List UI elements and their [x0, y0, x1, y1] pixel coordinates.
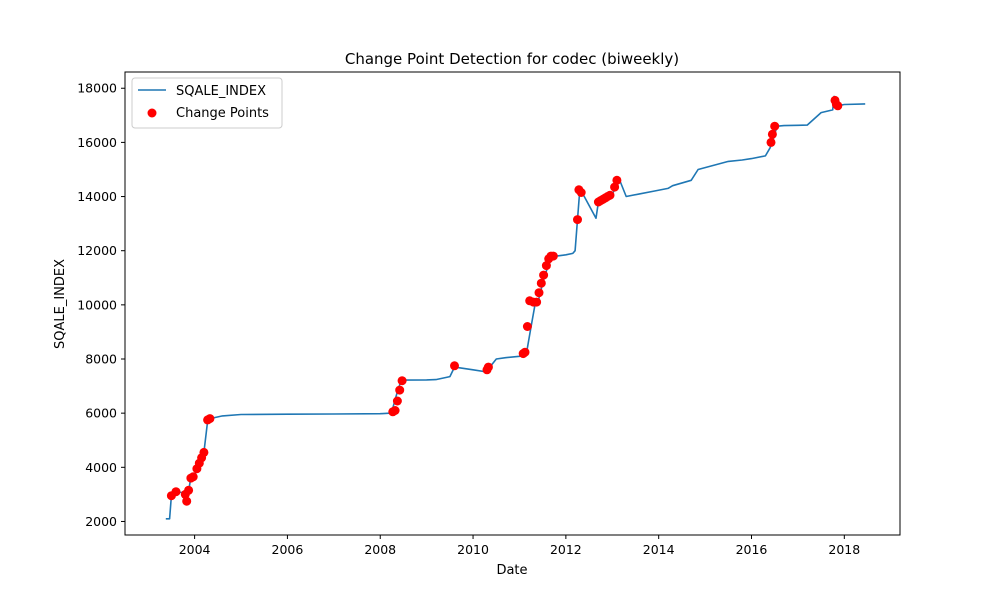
change-point [576, 188, 586, 197]
y-tick-label: 16000 [77, 135, 117, 150]
change-point [766, 137, 776, 147]
change-point [541, 261, 551, 271]
legend: SQALE_INDEX Change Points [131, 77, 283, 129]
legend-point-swatch [147, 108, 157, 118]
change-points-layer [166, 95, 843, 506]
y-tick-label: 6000 [85, 406, 117, 421]
change-point [532, 297, 542, 307]
x-tick-label: 2012 [550, 542, 582, 557]
change-point [534, 288, 544, 298]
x-tick-label: 2014 [643, 542, 675, 557]
x-tick-label: 2010 [457, 542, 489, 557]
change-point [483, 362, 493, 372]
x-tick-label: 2018 [828, 542, 860, 557]
change-point [395, 385, 405, 395]
change-point [522, 322, 532, 331]
axes-frame [124, 71, 901, 536]
change-point [520, 347, 530, 357]
change-point [450, 361, 459, 371]
y-tick-label: 8000 [85, 352, 117, 367]
change-point [205, 414, 215, 424]
change-point [573, 215, 582, 225]
change-point [536, 278, 546, 288]
y-tick-label: 10000 [77, 297, 117, 312]
y-axis-label: SQALE_INDEX [53, 259, 68, 349]
change-point [397, 376, 407, 386]
change-point [390, 406, 400, 415]
change-point [612, 175, 622, 185]
y-tick-label: 14000 [77, 189, 117, 204]
change-point [548, 251, 558, 261]
change-point [610, 182, 620, 192]
change-point [605, 190, 615, 200]
change-point [184, 485, 194, 495]
x-tick-label: 2006 [272, 542, 304, 557]
x-tick-label: 2016 [736, 542, 768, 557]
change-point [199, 447, 209, 457]
y-tick-label: 4000 [85, 460, 117, 475]
change-point [833, 101, 843, 111]
change-point [539, 270, 549, 280]
change-point [767, 129, 777, 139]
x-tick-label: 2004 [179, 542, 211, 557]
legend-box [131, 77, 283, 129]
y-tick-label: 12000 [77, 243, 117, 258]
change-point [770, 121, 780, 131]
change-point [171, 487, 181, 497]
legend-label-sqale-index: SQALE_INDEX [176, 84, 266, 99]
y-axis-ticks: 2000 4000 6000 8000 10000 12000 14000 16000 1800… [77, 81, 125, 529]
y-tick-label: 2000 [85, 514, 117, 529]
chart-title: Change Point Detection for codec (biweek… [345, 50, 679, 68]
x-tick-label: 2008 [364, 542, 396, 557]
change-point [188, 472, 198, 482]
change-point [182, 496, 192, 506]
change-point [392, 396, 402, 406]
x-axis-ticks: 2004 2006 2008 2010 2012 2014 2016 2018 [179, 535, 860, 557]
x-axis-label: Date [496, 563, 527, 578]
y-tick-label: 18000 [77, 81, 117, 96]
plot-area [124, 71, 901, 536]
legend-label-change-points: Change Points [176, 106, 269, 121]
